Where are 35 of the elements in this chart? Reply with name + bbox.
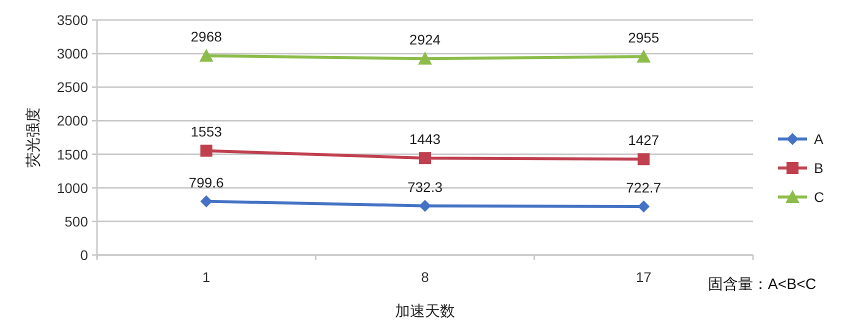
point <box>636 50 651 63</box>
legend-label: C <box>814 189 824 205</box>
point <box>200 195 212 208</box>
data-label: 732.3 <box>407 178 443 195</box>
data-label: 1427 <box>628 132 660 148</box>
data-label: 722.7 <box>626 179 662 196</box>
y-tick-label: 2000 <box>56 112 88 129</box>
text: 固含量：A<B<C <box>708 276 816 293</box>
point <box>638 200 650 212</box>
y-tick-label: 2500 <box>56 79 88 96</box>
data-label: 799.6 <box>188 174 224 190</box>
x-tick-label: 17 <box>636 269 652 285</box>
y-tick-label: 3500 <box>56 12 88 28</box>
data-label: 1443 <box>409 131 441 148</box>
data-label: 1553 <box>190 124 222 140</box>
y-axis-title: 荧光强度 <box>25 108 42 168</box>
point <box>199 48 214 62</box>
y-tick-label: 500 <box>64 213 88 230</box>
y-tick-label: 3000 <box>56 46 88 62</box>
point <box>419 200 431 212</box>
x-tick-label: 8 <box>421 269 430 285</box>
point <box>200 144 212 157</box>
y-tick-label: 0 <box>80 247 88 263</box>
y-tick-label: 1000 <box>56 180 88 196</box>
y-tick-label: 1500 <box>56 146 88 162</box>
x-tick-label: 1 <box>202 269 210 285</box>
point <box>418 52 432 65</box>
x-axis-title: 加速天数 <box>395 303 455 320</box>
data-label: 2955 <box>628 30 660 46</box>
point <box>419 152 431 164</box>
data-label: 2968 <box>190 28 222 45</box>
point <box>638 153 650 166</box>
legend-label: A <box>814 131 824 147</box>
legend-label: B <box>814 160 824 176</box>
data-label: 2924 <box>409 32 441 48</box>
